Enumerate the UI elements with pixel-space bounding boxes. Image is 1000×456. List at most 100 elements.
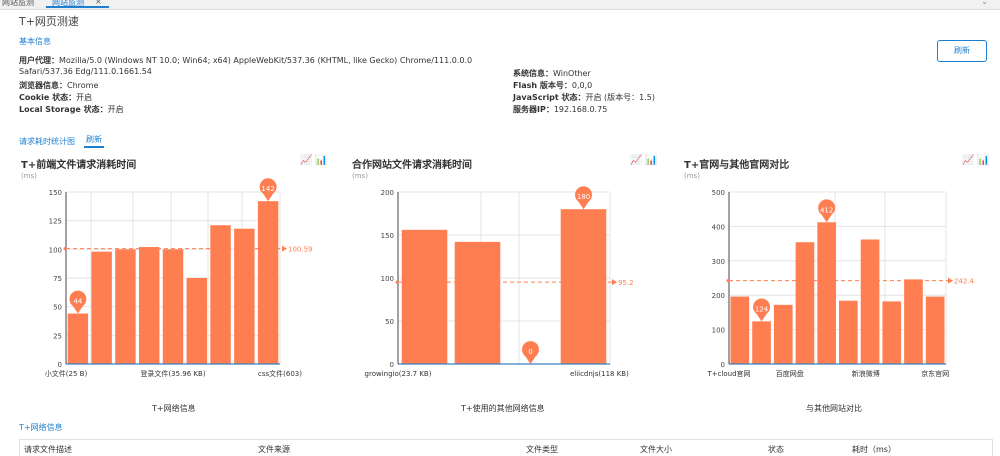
col-header-source[interactable]: 文件来源: [258, 445, 290, 454]
bar: [162, 249, 184, 364]
browser-label: 浏览器信息：: [19, 81, 67, 90]
bar: [752, 321, 771, 364]
y-tick-label: 200: [712, 292, 725, 300]
browser-row: 浏览器信息：Chrome: [19, 80, 98, 91]
line-chart-icon[interactable]: 📈: [300, 155, 313, 166]
bar: [67, 313, 89, 364]
bar: [454, 241, 501, 364]
javascript-value: 开启 (版本号：1.5): [585, 93, 656, 102]
x-tick-label: 京东官网: [921, 369, 949, 378]
max-min-marker: [575, 186, 593, 210]
bar: [882, 301, 902, 364]
average-line-arrow: [948, 277, 953, 284]
x-tick-label: growingio(23.7 KB): [365, 370, 432, 378]
x-tick-label: 百度网盘: [776, 369, 804, 378]
close-icon[interactable]: ×: [95, 0, 102, 6]
max-min-marker: [753, 298, 771, 322]
tab-active-indicator: [46, 6, 109, 8]
y-tick-label: 100: [712, 327, 725, 335]
os-row: 系统信息：WinOther: [513, 68, 591, 79]
col-header-type[interactable]: 文件类型: [526, 445, 558, 454]
tab-site-monitor[interactable]: 网站监测: [2, 0, 34, 7]
marker-label: 44: [73, 298, 82, 306]
col-header-status[interactable]: 状态: [768, 445, 784, 454]
storage-row: Local Storage 状态：开启: [19, 104, 124, 115]
y-tick-label: 100: [49, 246, 62, 254]
tab-site-monitor-active[interactable]: 网站监测: [52, 0, 84, 7]
x-tick-label: eliicdnjs(118 KB): [570, 370, 629, 378]
chart-2-xlabel: T+使用的其他网络信息: [461, 404, 545, 413]
bar: [730, 296, 750, 364]
network-table: 请求文件描述 文件来源 文件类型 文件大小 状态 耗时（ms）: [19, 439, 993, 456]
chart-3-xlabel: 与其他网站对比: [806, 404, 862, 413]
y-tick-label: 200: [381, 189, 394, 197]
bar-chart-icon[interactable]: 📊: [315, 155, 328, 166]
bar: [138, 247, 160, 364]
average-line-start: [395, 280, 399, 284]
charts-refresh-tab[interactable]: 刷新: [84, 134, 104, 148]
x-tick-label: css文件(603): [258, 369, 302, 378]
bar: [210, 225, 231, 364]
col-header-desc[interactable]: 请求文件描述: [24, 445, 72, 454]
storage-label: Local Storage 状态：: [19, 105, 108, 114]
y-tick-label: 75: [53, 275, 62, 283]
bar: [115, 249, 136, 364]
x-tick-label: 小文件(25 B): [45, 369, 88, 378]
chart-1-unit: (ms): [21, 172, 37, 180]
marker-label: 412: [820, 206, 833, 214]
chart-2-title: 合作网站文件请求消耗时间: [352, 160, 472, 171]
user-agent-label: 用户代理：: [19, 56, 59, 65]
bar: [795, 242, 815, 364]
average-label: 95.2: [618, 279, 634, 287]
server-ip-label: 服务器IP：: [513, 105, 554, 114]
y-tick-label: 50: [53, 304, 62, 312]
chart-1-title: T+前端文件请求消耗时间: [21, 160, 137, 171]
bar: [860, 239, 880, 364]
javascript-row: JavaScript 状态：开启 (版本号：1.5): [513, 92, 655, 103]
cookie-row: Cookie 状态：开启: [19, 92, 92, 103]
line-chart-icon[interactable]: 📈: [962, 155, 975, 166]
flash-row: Flash 版本号：0,0,0: [513, 80, 592, 91]
bar: [91, 251, 112, 364]
bar-chart-icon[interactable]: 📊: [645, 155, 658, 166]
marker-label: 180: [577, 193, 590, 201]
bar: [817, 222, 836, 364]
bar: [234, 228, 255, 364]
marker-label: 0: [528, 348, 532, 356]
x-tick-label: 登录文件(35.96 KB): [140, 369, 205, 378]
bar: [925, 296, 945, 364]
marker-label: 124: [755, 305, 769, 313]
chevron-down-icon[interactable]: ⌄: [981, 0, 988, 6]
tab-bar: 网站监测 网站监测 × ⌄: [0, 0, 1000, 10]
average-line-arrow: [612, 279, 617, 286]
line-chart-icon[interactable]: 📈: [630, 155, 643, 166]
col-header-time[interactable]: 耗时（ms）: [852, 445, 896, 454]
chart-2-unit: (ms): [352, 172, 368, 180]
col-header-size[interactable]: 文件大小: [640, 445, 672, 454]
average-label: 100.59: [288, 246, 313, 254]
y-tick-label: 500: [712, 189, 725, 197]
x-tick-label: 新浪微博: [852, 369, 880, 378]
refresh-button[interactable]: 刷新: [937, 40, 987, 62]
y-tick-label: 0: [58, 361, 62, 369]
bar: [186, 278, 208, 364]
bar: [839, 300, 858, 364]
browser-value: Chrome: [67, 81, 99, 90]
os-label: 系统信息：: [513, 69, 553, 78]
bar: [560, 209, 607, 364]
bar: [257, 201, 279, 364]
charts-section-title: 请求耗时统计图: [19, 137, 75, 146]
flash-label: Flash 版本号：: [513, 81, 572, 90]
bar: [401, 229, 448, 364]
y-tick-label: 125: [49, 218, 62, 226]
marker-label: 142: [261, 185, 274, 193]
y-tick-label: 150: [49, 189, 62, 197]
bar-chart-icon[interactable]: 📊: [977, 155, 990, 166]
y-tick-label: 300: [712, 258, 725, 266]
cookie-value: 开启: [76, 93, 93, 102]
user-agent-row: 用户代理：Mozilla/5.0 (Windows NT 10.0; Win64…: [19, 55, 472, 66]
flash-value: 0,0,0: [571, 81, 593, 90]
max-min-marker: [522, 341, 540, 364]
